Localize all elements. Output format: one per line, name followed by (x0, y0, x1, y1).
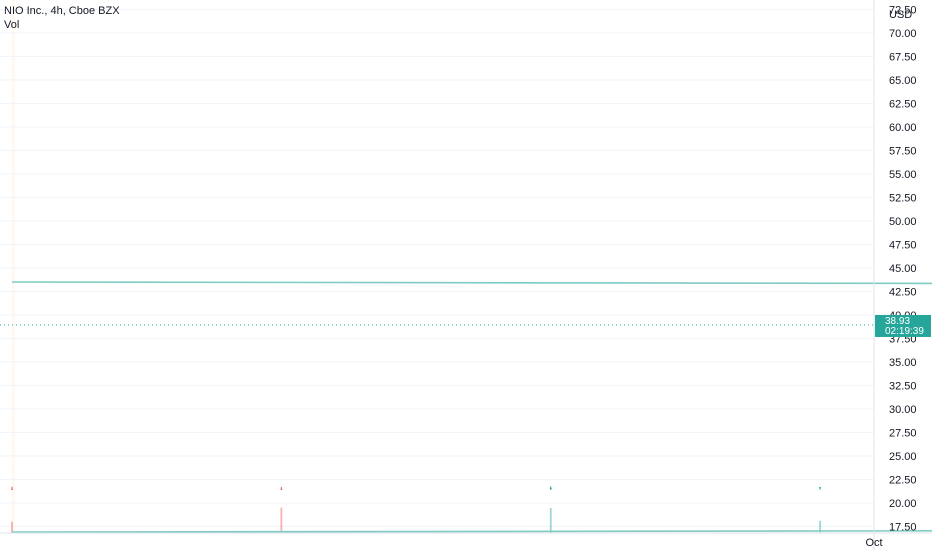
chart-subtitle: Vol (4, 19, 19, 31)
y-tick-label: 50.00 (889, 216, 917, 228)
volume-bar (11, 521, 13, 533)
y-tick-label: 55.00 (889, 169, 917, 181)
y-tick-label: 32.50 (889, 380, 917, 392)
y-tick-label: 27.50 (889, 427, 917, 439)
session-stripe (12, 0, 15, 533)
y-tick-label: 42.50 (889, 286, 917, 298)
y-tick-label: 30.00 (889, 404, 917, 416)
candle-body (549, 487, 552, 489)
volume-bar (549, 508, 552, 533)
y-tick-label: 67.50 (889, 51, 917, 63)
bar-countdown: 02:19:39 (885, 326, 924, 337)
y-tick-label: 60.00 (889, 122, 917, 134)
candle-body (11, 488, 13, 490)
y-tick-label: 57.50 (889, 145, 917, 157)
last-price-tag (875, 314, 931, 337)
volume-bar (280, 507, 283, 533)
candle-body (819, 487, 822, 489)
chart-title: NIO Inc., 4h, Cboe BZX (4, 5, 120, 17)
y-tick-label: 47.50 (889, 239, 917, 251)
plot-background (0, 0, 874, 533)
currency-label: USD (889, 9, 912, 21)
y-tick-label: 20.00 (889, 498, 917, 510)
y-tick-label: 22.50 (889, 474, 917, 486)
y-tick-label: 17.50 (889, 521, 917, 533)
last-price-value: 38.93 (885, 316, 910, 327)
y-tick-label: 62.50 (889, 98, 917, 110)
volume-bar (819, 520, 822, 533)
y-tick-label: 65.00 (889, 75, 917, 87)
y-tick-label: 35.00 (889, 357, 917, 369)
y-tick-label: 70.00 (889, 28, 917, 40)
candle-body (280, 488, 283, 490)
y-tick-label: 45.00 (889, 263, 917, 275)
y-tick-label: 52.50 (889, 192, 917, 204)
y-tick-label: 72.50 (889, 4, 917, 16)
y-tick-label: 25.00 (889, 451, 917, 463)
